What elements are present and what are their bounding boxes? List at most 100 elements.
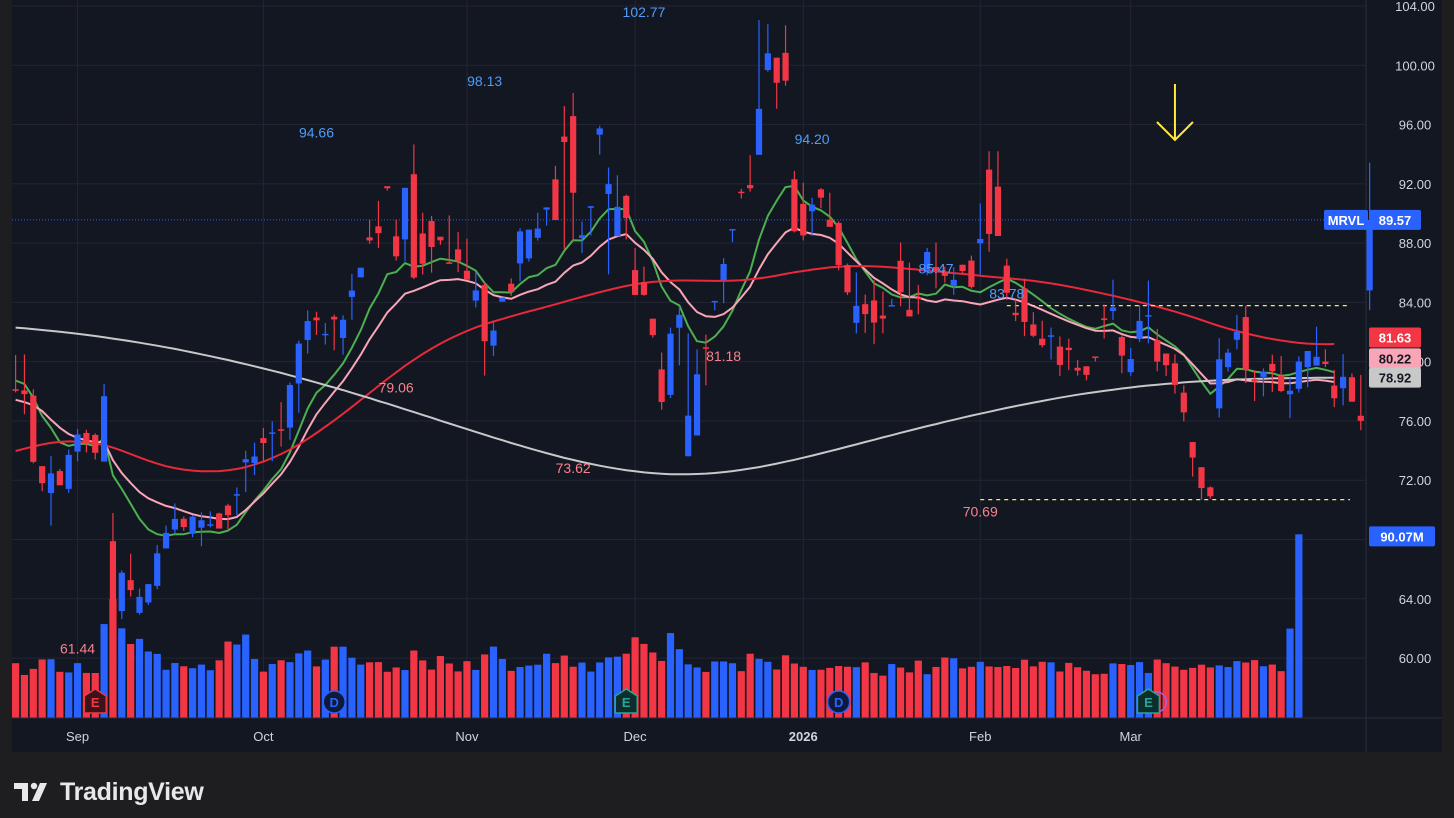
volume-bar bbox=[1259, 666, 1268, 718]
candle-body bbox=[278, 429, 285, 431]
time-tick-label: 2026 bbox=[789, 729, 818, 744]
volume-bar bbox=[773, 669, 781, 718]
event-marker-label: D bbox=[834, 695, 843, 710]
candle-body bbox=[1322, 361, 1329, 365]
plot-background bbox=[12, 0, 1442, 752]
candle-body bbox=[1269, 363, 1276, 372]
candle-body bbox=[401, 187, 409, 240]
volume-bar bbox=[1189, 667, 1197, 718]
indicator-badge bbox=[1369, 367, 1421, 388]
candle-body bbox=[525, 229, 532, 259]
candle-body bbox=[986, 169, 993, 234]
volume-bar bbox=[1074, 667, 1082, 718]
volume-bar bbox=[1277, 671, 1285, 718]
volume-bar bbox=[1047, 662, 1055, 718]
volume-bar bbox=[897, 667, 905, 718]
candle-body bbox=[419, 233, 426, 264]
volume-bar bbox=[1020, 659, 1029, 718]
volume-bar bbox=[1109, 663, 1117, 718]
candle-body bbox=[224, 505, 232, 516]
volume-bar bbox=[109, 599, 117, 718]
price-annotation-high: 94.66 bbox=[299, 124, 334, 140]
candle-body bbox=[92, 434, 99, 453]
volume-bar bbox=[569, 666, 577, 718]
candle-body bbox=[304, 321, 311, 341]
volume-bar bbox=[12, 663, 20, 718]
volume-bar bbox=[1091, 674, 1099, 718]
price-annotation-high: 98.13 bbox=[467, 73, 502, 89]
volume-bar bbox=[286, 662, 294, 718]
candle-body bbox=[1198, 467, 1205, 489]
candle-body bbox=[543, 207, 550, 210]
price-chart[interactable]: 61.44 94.66 79.06 98.13 73.62 102.77 81.18 94.2… bbox=[12, 0, 1442, 752]
candle-body bbox=[109, 541, 117, 628]
candles[interactable] bbox=[12, 20, 1373, 637]
candle-body bbox=[561, 136, 568, 143]
candle-body bbox=[809, 204, 816, 212]
earnings-marker[interactable]: E bbox=[1136, 688, 1168, 714]
candle-body bbox=[437, 236, 444, 241]
volume-bar bbox=[410, 650, 418, 718]
candle-body bbox=[366, 237, 373, 241]
indicator-badge-label: 78.92 bbox=[1379, 371, 1412, 386]
candle-body bbox=[941, 271, 948, 276]
price-annotation-low: 61.44 bbox=[60, 641, 95, 657]
volume-bar bbox=[73, 663, 82, 718]
volume-badge-label: 90.07M bbox=[1380, 529, 1423, 544]
volume-bar bbox=[861, 662, 869, 718]
candle-body bbox=[844, 265, 851, 293]
candle-body bbox=[879, 315, 886, 319]
volume-bar bbox=[604, 657, 613, 718]
candle-body bbox=[1340, 376, 1347, 389]
candle-body bbox=[702, 347, 709, 349]
time-axis[interactable]: Sep Oct Nov Dec 2026 Feb Mar bbox=[66, 729, 1143, 744]
candle-body bbox=[835, 222, 842, 266]
tradingview-brand[interactable]: TradingView bbox=[14, 772, 204, 812]
volume-bar bbox=[1003, 665, 1011, 718]
volume-bar bbox=[38, 659, 46, 718]
candle-body bbox=[1233, 331, 1240, 340]
volume-bar bbox=[463, 661, 471, 718]
volume-bar bbox=[366, 662, 374, 718]
volume-bar bbox=[622, 653, 630, 718]
volume-bar bbox=[489, 646, 498, 718]
time-tick-label: Nov bbox=[455, 729, 479, 744]
candle-body bbox=[614, 206, 621, 237]
candle-body bbox=[649, 318, 656, 336]
volume-bar bbox=[171, 663, 179, 718]
ma-line-ema-long bbox=[15, 265, 1335, 473]
volume-bar bbox=[1268, 664, 1276, 718]
volume-bar bbox=[1242, 662, 1250, 718]
candle-body bbox=[1056, 346, 1063, 365]
dividend-marker[interactable]: D bbox=[322, 690, 346, 714]
earnings-marker-shape bbox=[1136, 688, 1161, 714]
volume-bar bbox=[525, 665, 533, 718]
chart-frame[interactable]: 61.44 94.66 79.06 98.13 73.62 102.77 81.18 94.2… bbox=[12, 0, 1442, 752]
candle-body bbox=[83, 432, 90, 444]
volume-bar bbox=[994, 667, 1002, 718]
earnings-marker[interactable]: E bbox=[83, 688, 107, 714]
candle-body bbox=[932, 266, 940, 271]
horizontal-levels bbox=[12, 219, 1366, 501]
volume-bar bbox=[958, 668, 967, 718]
candle-body bbox=[516, 231, 524, 264]
volume-badge bbox=[1369, 526, 1435, 547]
volume-bar bbox=[516, 667, 524, 718]
volume-bar bbox=[631, 637, 639, 718]
time-tick-label: Feb bbox=[969, 729, 991, 744]
ma-line-ema-mid bbox=[15, 226, 1335, 521]
volume-bar bbox=[693, 667, 701, 718]
volume-bar bbox=[1206, 667, 1214, 718]
volume-bar bbox=[242, 634, 250, 718]
candle-body bbox=[738, 191, 745, 194]
candle-body bbox=[1207, 487, 1214, 497]
dividend-marker[interactable]: D bbox=[826, 690, 851, 714]
volume-bar bbox=[1056, 671, 1064, 718]
candle-body bbox=[145, 584, 152, 603]
earnings-marker[interactable]: E bbox=[614, 688, 638, 714]
volume-bar bbox=[1295, 534, 1303, 718]
volume-bar bbox=[888, 664, 896, 718]
price-tick-label: 88.00 bbox=[1399, 236, 1432, 251]
candle-body bbox=[1065, 347, 1072, 351]
